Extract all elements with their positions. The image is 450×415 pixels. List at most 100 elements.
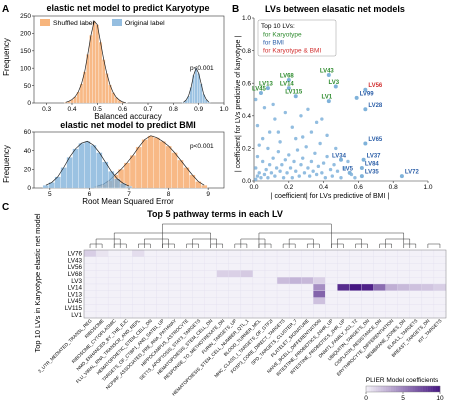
heatmap-cell xyxy=(252,270,266,278)
heatmap-cell xyxy=(107,277,121,285)
heatmap-cell xyxy=(95,311,109,319)
heatmap-cell xyxy=(421,290,435,298)
heatmap-cell xyxy=(228,311,242,319)
heatmap-cell xyxy=(216,270,229,278)
heatmap-cell xyxy=(337,249,350,257)
karyotype-hist-bar xyxy=(194,68,198,104)
heatmap-cell xyxy=(192,263,205,271)
scatter-point xyxy=(261,136,265,141)
heatmap-cell xyxy=(204,270,217,278)
scatter-point xyxy=(266,176,270,180)
heatmap-cell xyxy=(120,249,133,257)
karyotype-hist-ytick-label: 100 xyxy=(20,65,31,72)
bmi-hist-xtick-label: 8 xyxy=(167,191,171,198)
heatmap-cell xyxy=(107,311,121,319)
heatmap-cell xyxy=(83,290,97,298)
colorbar-segment xyxy=(420,386,423,392)
heatmap-cell xyxy=(192,311,205,319)
bmi-hist-xtick-label: 5 xyxy=(48,191,52,198)
scatter-ytick-label: 0.0 xyxy=(242,178,251,185)
scatter-point-label: LV72 xyxy=(405,170,420,176)
scatter-point-label: LV56 xyxy=(368,83,383,89)
colorbar-segment xyxy=(380,386,384,392)
heatmap-cell xyxy=(288,263,302,271)
colorbar-segment xyxy=(370,386,374,392)
scatter-point xyxy=(269,171,274,175)
heatmap-cell xyxy=(264,283,278,291)
scatter-point-label: LV5 xyxy=(342,166,353,172)
heatmap-cell xyxy=(120,311,133,319)
colorbar-label: PLIER Model coefficients xyxy=(366,377,439,384)
heatmap-cell xyxy=(421,311,435,319)
scatter-point xyxy=(320,171,324,175)
heatmap-cell xyxy=(288,270,302,278)
heatmap-cell xyxy=(361,283,374,291)
heatmap-cell xyxy=(373,297,386,305)
heatmap-cell xyxy=(433,290,447,298)
heatmap-cell xyxy=(349,277,362,285)
heatmap-cell xyxy=(83,263,97,271)
heatmap-row-label: LV3 xyxy=(71,278,82,285)
scatter-point xyxy=(254,166,258,170)
scatter-labeled-point xyxy=(265,86,270,91)
bmi-hist-density-line xyxy=(45,140,130,187)
heatmap-cell xyxy=(288,290,302,298)
scatter-point xyxy=(261,159,265,164)
scatter-legend-entry: for Karyotype xyxy=(263,32,302,39)
heatmap-cell xyxy=(132,270,145,278)
scatter-point-label: LV3 xyxy=(328,80,339,86)
heatmap-cell xyxy=(361,290,374,298)
heatmap-cell xyxy=(337,277,350,285)
heatmap-cell xyxy=(192,256,205,264)
heatmap-cell xyxy=(385,270,398,278)
scatter-point xyxy=(273,117,277,121)
heatmap-cell xyxy=(240,311,254,319)
heatmap-cell xyxy=(107,297,121,305)
heatmap-cell xyxy=(192,283,205,291)
heatmap-cell xyxy=(168,304,181,312)
heatmap-cell xyxy=(180,263,193,271)
heatmap-cell xyxy=(144,283,157,291)
heatmap-cell xyxy=(421,297,435,305)
heatmap-cell xyxy=(433,249,447,257)
heatmap-cell xyxy=(288,297,302,305)
heatmap-cell xyxy=(433,256,447,264)
bmi-hist-ytick-label: 40 xyxy=(24,148,32,155)
heatmap-cell xyxy=(264,297,278,305)
heatmap-cell xyxy=(107,304,121,312)
heatmap-cell xyxy=(132,283,145,291)
scatter-xlabel: | coefficient| for LVs predictive of BMI… xyxy=(271,193,390,200)
heatmap-cell xyxy=(288,304,302,312)
heatmap-cell xyxy=(373,270,386,278)
scatter-ytick-label: 0.8 xyxy=(242,48,251,55)
heatmap-cell xyxy=(168,256,181,264)
scatter-point-label: LV84 xyxy=(365,161,380,167)
heatmap-cell xyxy=(156,277,169,285)
heatmap-cell xyxy=(168,270,181,278)
heatmap-cell xyxy=(301,283,314,291)
colorbar-segment xyxy=(388,386,391,392)
heatmap-cell xyxy=(252,263,266,271)
heatmap-cell xyxy=(325,249,338,257)
heatmap-cell xyxy=(95,270,109,278)
dendrogram-branch xyxy=(95,238,121,248)
scatter-legend-entry: for BMI xyxy=(263,40,284,47)
colorbar-segment xyxy=(366,386,369,392)
scatter-point-label: LV35 xyxy=(365,170,380,176)
heatmap-cell xyxy=(337,304,350,312)
scatter-legend-box xyxy=(257,19,337,57)
heatmap-cell xyxy=(180,277,193,285)
scatter-point xyxy=(328,167,333,172)
scatter-point xyxy=(294,169,298,173)
scatter-xtick-label: 1.0 xyxy=(423,184,432,191)
heatmap-cell xyxy=(83,304,97,312)
heatmap-cell xyxy=(301,290,314,298)
heatmap-cell xyxy=(216,263,229,271)
heatmap-cell xyxy=(95,290,109,298)
heatmap-cell xyxy=(276,311,290,319)
heatmap-cell xyxy=(107,256,121,264)
heatmap-cell xyxy=(421,249,435,257)
scatter-labeled-point xyxy=(359,165,364,170)
scatter-ytick-label: 0.6 xyxy=(242,80,251,87)
heatmap-cell xyxy=(397,263,410,271)
